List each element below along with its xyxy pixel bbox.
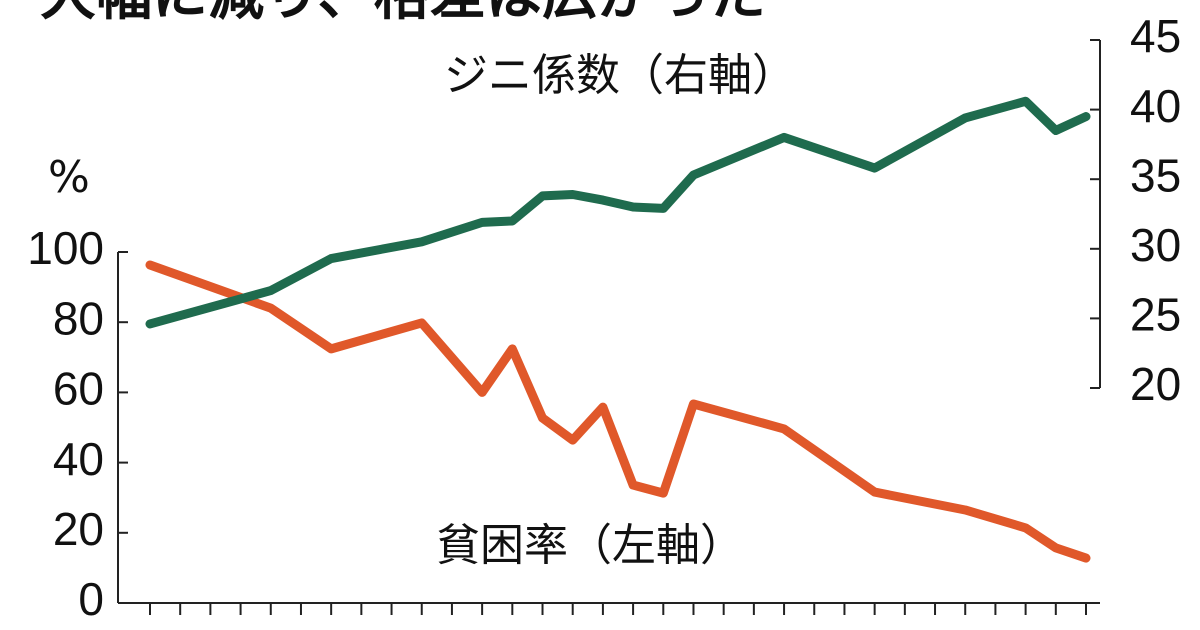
y-tick-label: 100 [27,222,104,274]
y-tick-label: 0 [78,573,104,625]
y2-tick-label: 25 [1130,289,1181,341]
y2-tick-label: 30 [1130,219,1181,271]
data-line [145,260,1091,563]
legend-label: 貧困率（左軸） [436,520,744,571]
chart-title: 大幅に減り、格差は広がった [40,0,766,28]
y-tick-label: 40 [53,433,104,485]
y-tick-label: 20 [53,503,104,555]
y2-tick-label: 40 [1130,80,1181,132]
y2-tick-label: 35 [1130,149,1181,201]
y-tick-label: 80 [53,292,104,344]
y-axis-unit: % [48,152,90,203]
legend-label: ジニ係数（右軸） [444,50,796,101]
y2-tick-label: 45 [1130,10,1181,62]
data-line [145,96,1091,329]
y2-tick-label: 20 [1130,358,1181,410]
y-tick-label: 60 [53,363,104,415]
